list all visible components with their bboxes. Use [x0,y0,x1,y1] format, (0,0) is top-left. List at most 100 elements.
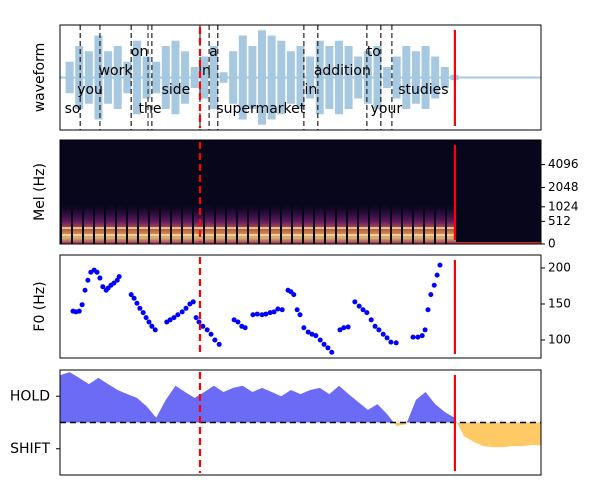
f0-point [372,323,378,329]
spectrogram-band [95,204,104,244]
word-label: to [367,44,381,60]
f0-point [410,334,416,340]
spectrogram-band [436,204,445,244]
f0-point [313,333,319,339]
f0-point [437,262,443,268]
word-label: in [304,82,317,98]
spectrogram-band [194,204,203,244]
f0-point [200,323,206,329]
f0-point [149,323,155,329]
axes-frame [59,139,542,245]
f0-point [294,307,300,313]
f0-point [356,303,362,309]
y-tick-label: 0 [548,237,556,251]
word-label: your [371,101,403,117]
f0-point [79,302,85,308]
word-label: supermarket [216,101,305,117]
word-label: so [65,101,81,117]
spectrogram-band [205,204,214,244]
f0-point [137,305,143,311]
f0-point [422,327,428,333]
f0-point [305,329,311,335]
f0-point [76,308,82,314]
y-axis-label: Mel (Hz) [32,163,48,221]
word-label: you [77,82,103,98]
spectrogram-band [315,204,324,244]
y-tick-label: 200 [548,260,571,274]
f0-point [263,311,269,317]
word-label: the [138,101,161,117]
f0-point [321,341,327,347]
spectrogram-band [227,204,236,244]
y-axis-label: waveform [32,43,48,113]
f0-point [216,341,222,347]
f0-point [193,315,199,321]
spectrogram-band [139,204,148,244]
word-label: in [198,63,211,79]
f0-point [341,325,347,331]
spectrogram-band [403,204,412,244]
f0-point [171,315,177,321]
spectrogram-band [73,204,82,244]
f0-point [364,310,370,316]
f0-point [384,335,390,341]
f0-point [208,331,214,337]
f0-point [325,345,331,351]
y-tick-label: 100 [548,332,571,346]
spectrogram-band [172,204,181,244]
spectrogram-band [260,204,269,244]
f0-point [175,312,181,318]
f0-point [297,312,303,318]
spectrogram-band [117,204,126,244]
f0-point [259,312,265,318]
f0-point [380,331,386,337]
f0-point [235,319,241,325]
y-tick-label: HOLD [10,388,50,404]
spectrogram-band [447,204,456,244]
f0-point [376,327,382,333]
f0-point [271,309,277,315]
f0-point [352,299,358,305]
y-tick-label: 150 [548,296,571,310]
shift-area [60,422,541,448]
f0-point [152,327,158,333]
word-label: a [209,44,218,60]
spectrogram-band [326,204,335,244]
spectrogram-band [293,204,302,244]
f0-point [212,337,218,343]
f0-point [183,305,189,311]
axes-frame [59,254,542,359]
hold-area [60,372,541,423]
y-tick-label: 4096 [548,157,579,171]
f0-point [100,284,106,290]
f0-point [179,309,185,315]
f0-point [94,269,100,275]
word-label: addition [314,63,371,79]
spectrogram-band [161,204,170,244]
word-label: side [162,82,191,98]
y-tick-label: 2048 [548,180,579,194]
spectrogram-band [414,204,423,244]
spectrogram-band [392,204,401,244]
spectrogram-band [84,204,93,244]
f0-point [275,306,281,312]
f0-point [415,334,421,340]
f0-point [143,315,149,321]
f0-point [419,333,425,339]
f0-point [85,277,91,283]
f0-point [301,325,307,331]
f0-point [97,275,103,281]
f0-point [231,317,237,323]
f0-point [131,295,137,301]
word-label: work [99,63,134,79]
f0-point [393,340,399,346]
spectrogram-band [128,204,137,244]
panel-scatter: F0 (Hz) 100 150 200 [32,254,571,359]
f0-point [190,299,196,305]
f0-point [146,319,152,325]
panel-waveform: waveform soyouworkonthesideinasupermarket… [32,24,542,131]
y-tick-label: 1024 [548,199,579,213]
f0-point [242,325,248,331]
